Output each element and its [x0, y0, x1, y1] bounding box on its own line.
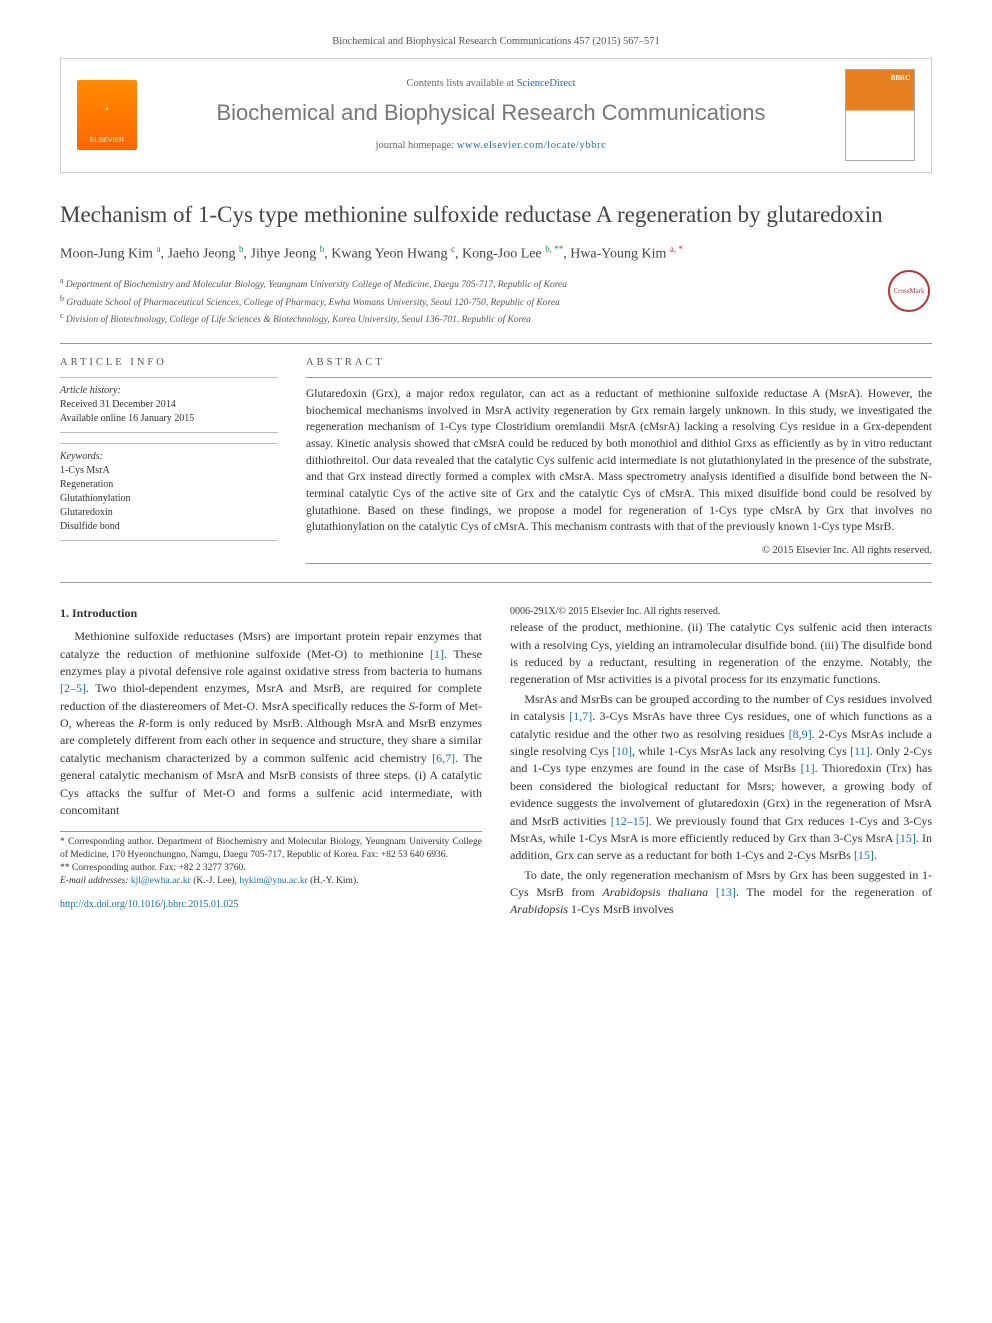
emails-label: E-mail addresses:	[60, 876, 131, 886]
homepage-prefix: journal homepage:	[376, 140, 457, 151]
crossmark-label: CrossMark	[893, 288, 924, 295]
article-title: Mechanism of 1-Cys type methionine sulfo…	[60, 201, 932, 230]
elsevier-logo-text: ELSEVIER	[90, 136, 124, 146]
keyword: Glutaredoxin	[60, 506, 278, 520]
journal-header-box: ELSEVIER Contents lists available at Sci…	[60, 58, 932, 173]
abstract-heading: ABSTRACT	[306, 356, 932, 371]
keywords-label: Keywords:	[60, 450, 278, 464]
header-citation: Biochemical and Biophysical Research Com…	[60, 35, 932, 50]
article-history-block: Article history: Received 31 December 20…	[60, 377, 278, 433]
doi-link[interactable]: http://dx.doi.org/10.1016/j.bbrc.2015.01…	[60, 899, 238, 910]
affiliation-c: Division of Biotechnology, College of Li…	[66, 315, 531, 325]
body-paragraph: MsrAs and MsrBs can be grouped according…	[510, 691, 932, 865]
elsevier-logo: ELSEVIER	[77, 80, 137, 150]
journal-homepage-link[interactable]: www.elsevier.com/locate/ybbrc	[457, 140, 607, 151]
body-paragraph: To date, the only regeneration mechanism…	[510, 867, 932, 919]
corresponding-author-footnotes: * Corresponding author. Department of Bi…	[60, 831, 482, 887]
keyword: 1-Cys MsrA	[60, 464, 278, 478]
journal-cover-thumbnail	[845, 69, 915, 161]
received-date: Received 31 December 2014	[60, 398, 278, 412]
contents-available-line: Contents lists available at ScienceDirec…	[137, 77, 845, 92]
footnote-corr1: * Corresponding author. Department of Bi…	[60, 836, 482, 862]
keyword: Regeneration	[60, 478, 278, 492]
email-name-1: (K.-J. Lee),	[191, 876, 240, 886]
sciencedirect-link[interactable]: ScienceDirect	[517, 78, 576, 89]
footnote-emails: E-mail addresses: kjl@ewha.ac.kr (K.-J. …	[60, 875, 482, 888]
journal-homepage-line: journal homepage: www.elsevier.com/locat…	[137, 139, 845, 154]
body-paragraph: Methionine sulfoxide reductases (Msrs) a…	[60, 628, 482, 819]
online-date: Available online 16 January 2015	[60, 412, 278, 426]
article-body: 1. Introduction Methionine sulfoxide red…	[60, 605, 932, 919]
email-link-2[interactable]: hykim@ynu.ac.kr	[239, 876, 307, 886]
contents-prefix: Contents lists available at	[406, 78, 516, 89]
issn-copyright: 0006-291X/© 2015 Elsevier Inc. All right…	[510, 605, 932, 620]
history-label: Article history:	[60, 384, 278, 398]
article-info-heading: ARTICLE INFO	[60, 356, 278, 371]
email-name-2: (H.-Y. Kim).	[308, 876, 359, 886]
crossmark-badge[interactable]: CrossMark	[888, 270, 930, 312]
affiliation-b: Graduate School of Pharmaceutical Scienc…	[66, 298, 559, 308]
keyword: Glutathionylation	[60, 492, 278, 506]
affiliations: a Department of Biochemistry and Molecul…	[60, 275, 932, 327]
journal-name: Biochemical and Biophysical Research Com…	[137, 98, 845, 129]
footnote-corr2: ** Corresponding author. Fax: +82 2 3277…	[60, 862, 482, 875]
keywords-block: Keywords: 1-Cys MsrA Regeneration Glutat…	[60, 443, 278, 541]
section-heading: 1. Introduction	[60, 605, 482, 622]
affiliation-a: Department of Biochemistry and Molecular…	[66, 280, 567, 290]
keyword: Disulfide bond	[60, 520, 278, 534]
copyright-line: © 2015 Elsevier Inc. All rights reserved…	[306, 544, 932, 559]
body-paragraph: release of the product, methionine. (ii)…	[510, 619, 932, 689]
abstract-text: Glutaredoxin (Grx), a major redox regula…	[306, 386, 932, 536]
author-list: Moon-Jung Kim a, Jaeho Jeong b, Jihye Je…	[60, 243, 932, 265]
email-link-1[interactable]: kjl@ewha.ac.kr	[131, 876, 191, 886]
